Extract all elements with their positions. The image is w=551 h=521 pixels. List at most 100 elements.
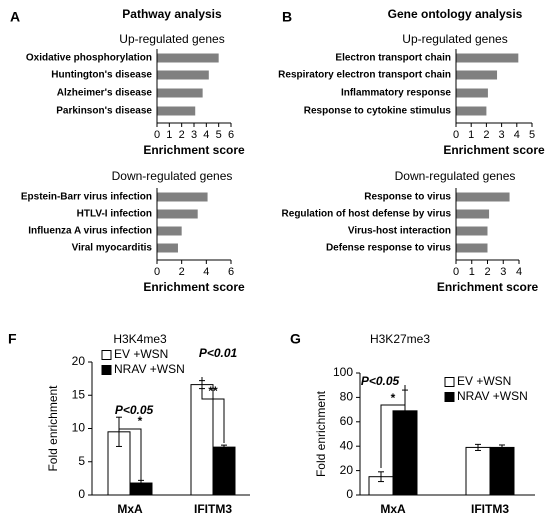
panel-label: A xyxy=(10,9,20,25)
category-label: Influenza A virus infection xyxy=(28,226,152,237)
category-label: Alzheimer's disease xyxy=(57,88,153,99)
legend-swatch xyxy=(101,350,112,360)
bar xyxy=(157,70,209,80)
x-tick-label: IFITM3 xyxy=(194,502,232,516)
x-tick-label: 3 xyxy=(500,266,506,278)
bar xyxy=(456,209,490,219)
x-tick-label: 0 xyxy=(154,266,160,278)
bar xyxy=(456,226,488,236)
x-tick-label: 1 xyxy=(469,266,475,278)
legend-label: EV +WSN xyxy=(114,347,168,361)
x-tick-label: 0 xyxy=(453,129,459,141)
y-tick-label: 5 xyxy=(78,454,85,468)
x-axis-title: Enrichment score xyxy=(437,280,539,294)
significance-bracket xyxy=(380,385,406,468)
category-label: Defense response to virus xyxy=(326,243,451,254)
y-tick-label: 40 xyxy=(340,438,354,452)
y-tick-label: 15 xyxy=(72,387,86,401)
legend-swatch xyxy=(101,365,112,375)
bar xyxy=(157,209,198,219)
x-tick-label: 2 xyxy=(484,266,490,278)
x-tick-label: 2 xyxy=(179,266,185,278)
x-tick-label: 6 xyxy=(228,129,234,141)
bar xyxy=(157,243,178,253)
annotation: P<0.05 xyxy=(361,374,400,388)
y-tick-label: 20 xyxy=(72,354,86,368)
category-label: Response to cytokine stimulus xyxy=(304,106,452,117)
annotation: P<0.01 xyxy=(199,346,238,360)
panel-title: Gene ontology analysis xyxy=(388,7,523,21)
x-tick-label: IFITM3 xyxy=(471,502,509,516)
x-axis-title: Enrichment score xyxy=(143,280,245,294)
bar xyxy=(157,88,203,98)
bar xyxy=(456,106,487,116)
x-tick-label: 4 xyxy=(203,266,209,278)
bar xyxy=(157,106,196,116)
panel-label: B xyxy=(282,9,292,25)
panel-label: F xyxy=(8,331,17,347)
x-tick-label: MxA xyxy=(380,502,406,516)
legend-label: EV +WSN xyxy=(457,374,511,388)
category-label: Virus-host interaction xyxy=(348,226,451,237)
bar xyxy=(157,53,219,63)
legend-label: NRAV +WSN xyxy=(114,362,185,376)
legend-label: NRAV +WSN xyxy=(457,389,528,403)
x-tick-label: 5 xyxy=(216,129,222,141)
x-tick-label: 6 xyxy=(228,266,234,278)
category-label: Huntington's disease xyxy=(51,70,152,81)
y-tick-label: 0 xyxy=(346,487,353,501)
category-label: Electron transport chain xyxy=(335,53,451,64)
legend-swatch xyxy=(444,377,455,387)
x-tick-label: 1 xyxy=(166,129,172,141)
bar xyxy=(157,226,182,236)
x-tick-label: 5 xyxy=(529,129,535,141)
x-axis-title: Enrichment score xyxy=(443,143,545,157)
category-label: Oxidative phosphorylation xyxy=(26,53,152,64)
bar xyxy=(456,70,498,80)
x-tick-label: 3 xyxy=(499,129,505,141)
bar xyxy=(456,53,519,63)
error-bar xyxy=(378,471,384,483)
y-axis-title: Fold enrichment xyxy=(314,390,328,477)
panel-title: Pathway analysis xyxy=(122,7,222,21)
significance-bracket xyxy=(201,377,225,443)
subtitle: Down-regulated genes xyxy=(112,169,233,183)
x-tick-label: 4 xyxy=(514,129,520,141)
y-tick-label: 100 xyxy=(333,365,353,379)
category-label: HTLV-I infection xyxy=(77,209,152,220)
error-bar xyxy=(475,443,481,451)
category-label: Response to virus xyxy=(364,192,451,203)
bar xyxy=(212,446,236,496)
x-tick-label: 2 xyxy=(179,129,185,141)
bar xyxy=(456,243,488,253)
y-tick-label: 80 xyxy=(340,390,354,404)
annotation: ** xyxy=(208,384,218,398)
error-bar xyxy=(221,444,227,450)
y-tick-label: 20 xyxy=(340,463,354,477)
category-label: Parkinson's disease xyxy=(56,106,152,117)
significance-bracket xyxy=(118,428,142,482)
panel-title: H3K4me3 xyxy=(113,332,167,346)
subtitle: Down-regulated genes xyxy=(395,169,516,183)
bar xyxy=(456,192,510,202)
x-tick-label: 4 xyxy=(516,266,522,278)
x-tick-label: 4 xyxy=(203,129,209,141)
annotation: * xyxy=(391,391,396,405)
x-axis-title: Enrichment score xyxy=(143,143,245,157)
bar xyxy=(190,384,214,496)
category-label: Regulation of host defense by virus xyxy=(282,209,452,220)
panel-label: G xyxy=(290,331,301,347)
category-label: Viral myocarditis xyxy=(72,243,153,254)
x-tick-label: 1 xyxy=(468,129,474,141)
bar xyxy=(489,446,515,496)
x-tick-label: MxA xyxy=(117,502,143,516)
category-label: Epstein-Barr virus infection xyxy=(21,192,152,203)
bar xyxy=(157,192,208,202)
y-tick-label: 60 xyxy=(340,414,354,428)
error-bar xyxy=(499,444,505,451)
bar xyxy=(456,88,488,98)
x-tick-label: 0 xyxy=(154,129,160,141)
panel-title: H3K27me3 xyxy=(370,332,430,346)
